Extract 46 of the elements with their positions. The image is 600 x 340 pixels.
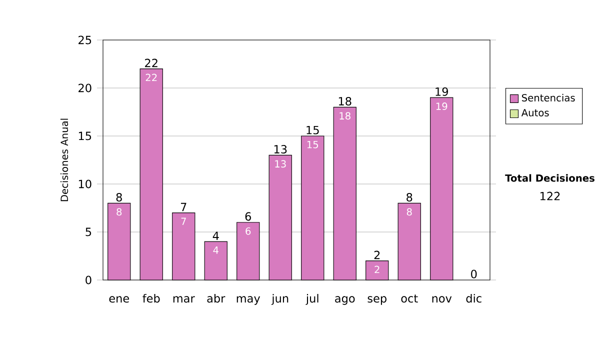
- x-tick-label: dic: [466, 294, 482, 303]
- data-label: 2: [374, 266, 380, 274]
- text: 122: [540, 192, 560, 200]
- data-label: 8: [116, 208, 122, 216]
- data-label: 7: [181, 218, 186, 225]
- legend-label: Autos: [521, 109, 549, 116]
- total-label: 22: [145, 58, 158, 68]
- x-tick-label: ago: [335, 296, 355, 305]
- total-label: 13: [274, 144, 287, 154]
- total-label: 18: [338, 96, 352, 106]
- y-tick-label: 15: [78, 132, 92, 140]
- data-label: 13: [275, 160, 286, 168]
- data-label: 6: [246, 227, 251, 235]
- y-axis-title: Decisiones Anual: [60, 118, 68, 202]
- data-label: 22: [146, 74, 157, 82]
- legend-label: Sentencias: [522, 94, 575, 102]
- total-label: 6: [245, 212, 251, 221]
- x-tick-label: abr: [207, 294, 226, 303]
- total-label: 8: [116, 192, 122, 202]
- y-tick-label: 20: [78, 84, 92, 92]
- total-label: 8: [406, 192, 412, 202]
- x-tick-label: mar: [173, 296, 195, 303]
- total-label: 4: [212, 232, 219, 240]
- y-tick-label: 25: [78, 36, 92, 44]
- total-label: 19: [436, 87, 448, 96]
- x-tick-label: jul: [306, 294, 318, 305]
- x-tick-label: feb: [142, 294, 160, 303]
- data-label: 19: [436, 102, 448, 110]
- x-tick-label: may: [236, 296, 260, 305]
- total-label: 2: [374, 250, 380, 260]
- data-label: 8: [406, 208, 412, 216]
- total-label: 15: [306, 126, 319, 134]
- x-tick-label: oct: [401, 294, 418, 303]
- total-label: 0: [471, 270, 477, 278]
- total-label: 7: [180, 202, 186, 212]
- x-tick-label: nov: [432, 296, 452, 303]
- y-tick-label: 5: [86, 228, 92, 236]
- data-label: 15: [307, 140, 318, 148]
- x-tick-label: sep: [368, 296, 386, 305]
- data-label: 4: [213, 246, 218, 254]
- y-tick-label: 10: [78, 180, 92, 188]
- y-tick-label: 0: [86, 276, 92, 284]
- data-label: 18: [340, 112, 350, 120]
- x-tick-label: ene: [109, 296, 130, 303]
- x-tick-label: jun: [271, 294, 288, 305]
- text: Total Decisiones: [505, 174, 594, 182]
